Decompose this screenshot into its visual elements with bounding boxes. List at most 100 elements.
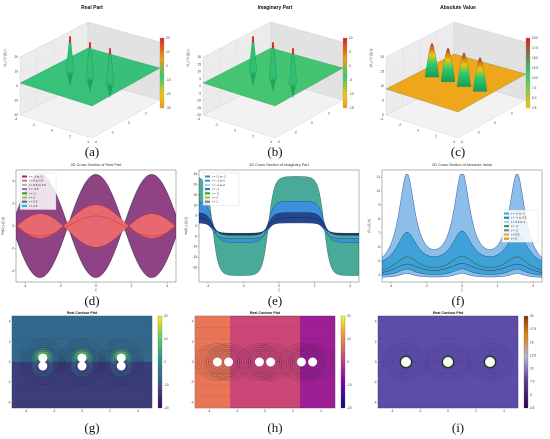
x-tick-label: 2 — [314, 284, 316, 288]
singularity-hole — [401, 357, 411, 367]
y-tick-label: -4 — [11, 269, 14, 273]
y-tick-label: -5 — [194, 234, 197, 238]
y-tick-label: 9 — [378, 203, 380, 207]
y-tick-label: 0 — [9, 360, 11, 364]
x-axis-label: ξ — [278, 288, 280, 292]
colorbar — [159, 37, 165, 109]
x-tick-label: -4 — [25, 409, 28, 413]
y-tick-label: 20 — [193, 183, 197, 187]
x-tick-label: 2 — [475, 409, 477, 413]
z-tick-label: 15 — [380, 70, 384, 74]
surface-trough — [87, 79, 93, 93]
colorbar-tick-label: 20.0 — [532, 36, 538, 40]
x-tick-label: 2 — [497, 284, 499, 288]
legend-label: t = 2.5 — [29, 204, 38, 208]
singularity-hole — [254, 357, 264, 367]
legend-swatch — [205, 196, 210, 199]
legend-label: t = 2 — [212, 196, 218, 200]
contour-line — [63, 351, 101, 381]
legend-label: t = 0.5 to 1 — [511, 220, 526, 224]
y-tick-label: 4 — [87, 140, 89, 144]
grid-line — [453, 50, 527, 72]
y-tick-label: -15 — [192, 255, 197, 259]
y-tick-label: -4 — [197, 117, 200, 121]
contour-line — [432, 349, 464, 375]
y-tick-label: 5 — [195, 214, 197, 218]
contour-line — [467, 343, 513, 381]
y-tick-label: -2 — [191, 380, 194, 384]
z-tick-label: 5 — [199, 77, 201, 81]
singularity-hole — [212, 357, 222, 367]
contour-line — [481, 354, 499, 370]
contour-line — [19, 347, 66, 385]
y-tick-label: -2 — [374, 380, 377, 384]
y-axis-label: |Ω_L(ξ,τ)| — [367, 219, 371, 232]
singularity-hole — [116, 361, 126, 371]
legend-swatch — [205, 183, 210, 186]
panel-label-i: (i) — [452, 420, 464, 435]
y-tick-label: -2 — [32, 123, 35, 127]
series-core — [199, 212, 359, 236]
contour-line — [254, 349, 287, 375]
chart-title: 2D Cross Section of Imaginary Part — [249, 163, 309, 167]
chart-title: Real Contour Plot — [250, 311, 281, 315]
x-tick-label: -2 — [419, 409, 422, 413]
colorbar — [523, 315, 529, 409]
legend-swatch — [22, 192, 27, 195]
contour-line — [201, 349, 234, 375]
contour-line — [289, 343, 335, 381]
y-tick-label: 0 — [234, 129, 236, 133]
grid-line — [453, 36, 527, 57]
contour-line — [208, 345, 250, 379]
legend-label: t = -1 to 0 — [212, 179, 225, 183]
contour-line — [278, 343, 325, 381]
grid-line — [19, 36, 89, 72]
singularity-hole — [296, 357, 306, 367]
y-tick-label: 2 — [435, 134, 437, 138]
z-tick-label: 0 — [199, 84, 201, 88]
colorbar-tick-label: 0 — [349, 64, 351, 68]
peak-tip — [69, 36, 71, 43]
x-tick-label: -2 — [477, 131, 480, 135]
y-tick-label: -4 — [191, 400, 194, 404]
legend-swatch — [205, 188, 210, 191]
colorbar-tick-label: -10 — [166, 78, 171, 82]
contour-line — [199, 347, 236, 377]
surface-trough — [250, 73, 256, 87]
y-tick-label: 2 — [12, 202, 14, 206]
legend-label: t = 0.5 — [511, 233, 520, 237]
contour-line — [385, 345, 427, 379]
legend-swatch — [22, 188, 27, 191]
x-tick-label: 2 — [131, 284, 133, 288]
surface-panel-a: Real Part-20-1001020Ω_L^(+)(ξ,τ)-4-2024-… — [3, 5, 171, 144]
z-axis-label: Ω_L^(+)(ξ,τ) — [3, 49, 7, 66]
colorbar-tick-label: 20 — [166, 36, 170, 40]
surface-panel-b: Imaginary Part-20-15-10-505101520Ω_L^(+)… — [186, 5, 354, 144]
series-inner-band — [16, 204, 176, 248]
contour-line — [280, 345, 322, 379]
legend-swatch — [22, 179, 27, 182]
singularity-hole — [116, 353, 126, 363]
legend-label: t = -1 — [212, 187, 219, 191]
z-tick-label: -5 — [198, 91, 201, 95]
contour-line — [221, 356, 236, 368]
contour-line — [59, 347, 105, 385]
y-tick-label: 0 — [192, 360, 194, 364]
y-tick-label: -4 — [380, 117, 383, 121]
x-tick-label: 0 — [494, 121, 496, 125]
peak-tip — [292, 48, 294, 55]
x-tick-label: 4 — [532, 284, 534, 288]
contour-line — [434, 350, 462, 374]
colorbar-tick-label: 5.0 — [532, 96, 537, 100]
x-tick-label: 2 — [292, 409, 294, 413]
contour-line — [247, 343, 294, 381]
z-axis-label: Ω_L^(+)(ξ,τ) — [186, 49, 190, 66]
z-tick-label: 20 — [197, 55, 201, 59]
colorbar-tick-label: 0 — [164, 360, 166, 364]
y-tick-label: 4 — [375, 320, 377, 324]
contour-line — [98, 347, 145, 385]
y-tick-label: 4 — [270, 140, 272, 144]
colorbar — [157, 315, 163, 409]
contour-line — [243, 349, 276, 375]
legend-label: t = -2 — [212, 191, 219, 195]
